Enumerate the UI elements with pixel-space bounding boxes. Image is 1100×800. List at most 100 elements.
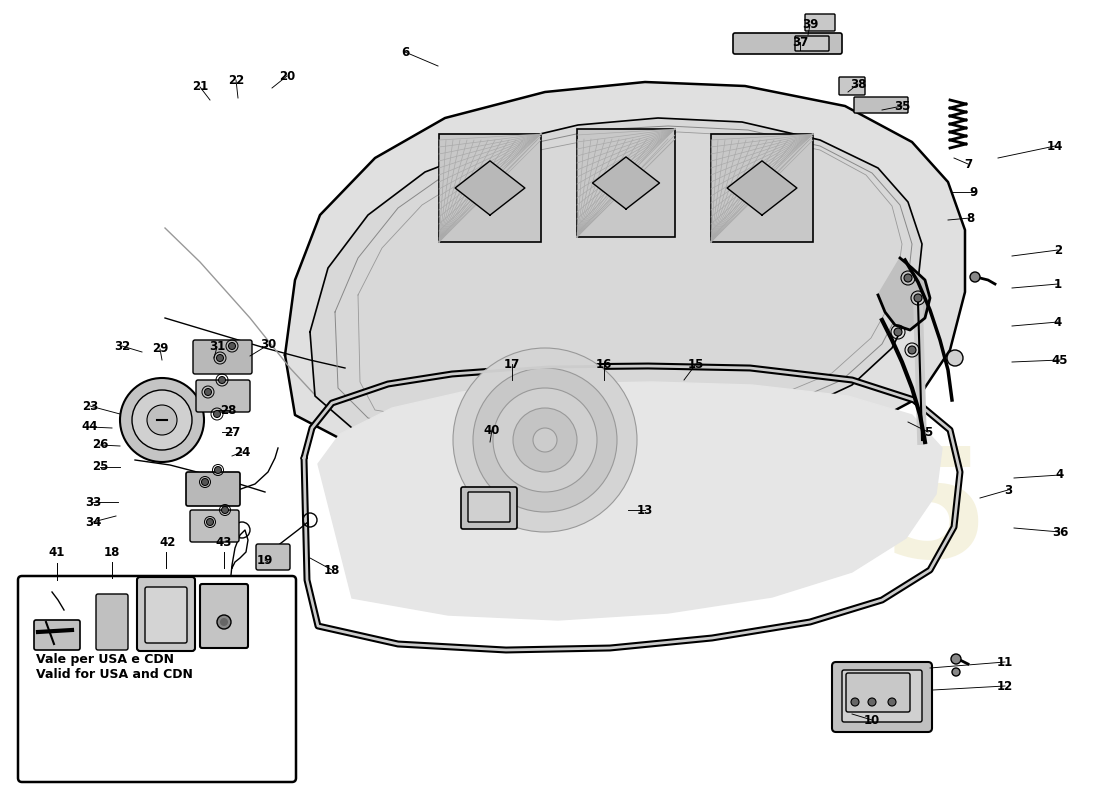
Text: 37: 37 [792, 35, 808, 49]
Text: 30: 30 [260, 338, 276, 351]
Text: 45: 45 [1052, 354, 1068, 366]
FancyBboxPatch shape [96, 594, 128, 650]
Text: Valid for USA and CDN: Valid for USA and CDN [36, 669, 192, 682]
Circle shape [219, 377, 225, 383]
Circle shape [952, 654, 961, 664]
Circle shape [214, 466, 221, 474]
Text: 25: 25 [91, 461, 108, 474]
FancyBboxPatch shape [34, 620, 80, 650]
FancyBboxPatch shape [468, 492, 510, 522]
FancyBboxPatch shape [200, 584, 248, 648]
Circle shape [473, 368, 617, 512]
Circle shape [534, 428, 557, 452]
Circle shape [453, 348, 637, 532]
Text: 38: 38 [850, 78, 866, 90]
Ellipse shape [176, 669, 260, 731]
Text: 28: 28 [220, 403, 236, 417]
FancyBboxPatch shape [196, 380, 250, 412]
FancyBboxPatch shape [805, 14, 835, 31]
FancyBboxPatch shape [839, 77, 865, 95]
Text: 36: 36 [1052, 526, 1068, 538]
Circle shape [229, 342, 235, 350]
Text: 15: 15 [688, 358, 704, 370]
Text: 1: 1 [1054, 278, 1063, 290]
Text: 5: 5 [924, 426, 932, 438]
FancyBboxPatch shape [138, 577, 195, 651]
Circle shape [952, 668, 960, 676]
FancyBboxPatch shape [190, 510, 239, 542]
Text: 41: 41 [48, 546, 65, 559]
FancyBboxPatch shape [832, 662, 932, 732]
Polygon shape [878, 258, 930, 330]
Text: 9: 9 [970, 186, 978, 198]
Text: 10: 10 [864, 714, 880, 726]
Circle shape [132, 390, 192, 450]
Text: 21: 21 [191, 81, 208, 94]
Text: 23: 23 [81, 399, 98, 413]
Text: 12: 12 [997, 679, 1013, 693]
Circle shape [908, 346, 916, 354]
Text: 43: 43 [216, 535, 232, 549]
Text: 44: 44 [81, 421, 98, 434]
Circle shape [217, 615, 231, 629]
Text: 17: 17 [504, 358, 520, 370]
Text: 18: 18 [323, 563, 340, 577]
Circle shape [851, 698, 859, 706]
Circle shape [214, 677, 221, 683]
Polygon shape [318, 382, 942, 620]
Circle shape [213, 410, 220, 418]
FancyBboxPatch shape [795, 36, 829, 51]
Text: 26: 26 [91, 438, 108, 451]
Text: 42: 42 [160, 535, 176, 549]
Circle shape [185, 697, 191, 703]
Polygon shape [285, 82, 965, 464]
Text: 19: 19 [256, 554, 273, 566]
Circle shape [201, 478, 209, 486]
Circle shape [894, 328, 902, 336]
Circle shape [513, 408, 578, 472]
Polygon shape [198, 586, 262, 640]
Text: 8: 8 [966, 211, 975, 225]
Text: 24: 24 [234, 446, 250, 458]
FancyBboxPatch shape [461, 487, 517, 529]
Text: 35: 35 [894, 99, 910, 113]
Text: 33: 33 [85, 495, 101, 509]
FancyBboxPatch shape [145, 587, 187, 643]
Text: 22: 22 [228, 74, 244, 86]
FancyBboxPatch shape [439, 134, 541, 242]
Text: 40: 40 [484, 423, 500, 437]
FancyBboxPatch shape [854, 97, 908, 113]
Circle shape [947, 350, 962, 366]
Text: 20: 20 [279, 70, 295, 82]
Circle shape [217, 354, 223, 362]
FancyBboxPatch shape [733, 33, 842, 54]
Circle shape [120, 378, 204, 462]
Circle shape [207, 518, 213, 526]
FancyBboxPatch shape [256, 544, 290, 570]
Text: 32: 32 [114, 339, 130, 353]
FancyBboxPatch shape [578, 129, 675, 237]
Text: 7: 7 [964, 158, 972, 170]
Text: 985: 985 [671, 441, 989, 590]
Text: 2: 2 [1054, 243, 1063, 257]
Text: Vale per USA e CDN: Vale per USA e CDN [36, 654, 174, 666]
Text: 34: 34 [85, 515, 101, 529]
Text: 31: 31 [209, 341, 226, 354]
FancyBboxPatch shape [846, 673, 910, 712]
Circle shape [970, 272, 980, 282]
Circle shape [220, 618, 228, 626]
Circle shape [214, 717, 221, 723]
Circle shape [888, 698, 896, 706]
Text: 16: 16 [596, 358, 613, 370]
Polygon shape [455, 161, 525, 215]
FancyBboxPatch shape [217, 605, 249, 629]
Ellipse shape [189, 679, 248, 721]
Circle shape [868, 698, 876, 706]
Text: 13: 13 [637, 503, 653, 517]
Circle shape [147, 405, 177, 435]
Text: 18: 18 [103, 546, 120, 558]
Text: 4: 4 [1054, 315, 1063, 329]
Text: 39: 39 [802, 18, 818, 31]
Text: 11: 11 [997, 655, 1013, 669]
Text: 3: 3 [1004, 483, 1012, 497]
